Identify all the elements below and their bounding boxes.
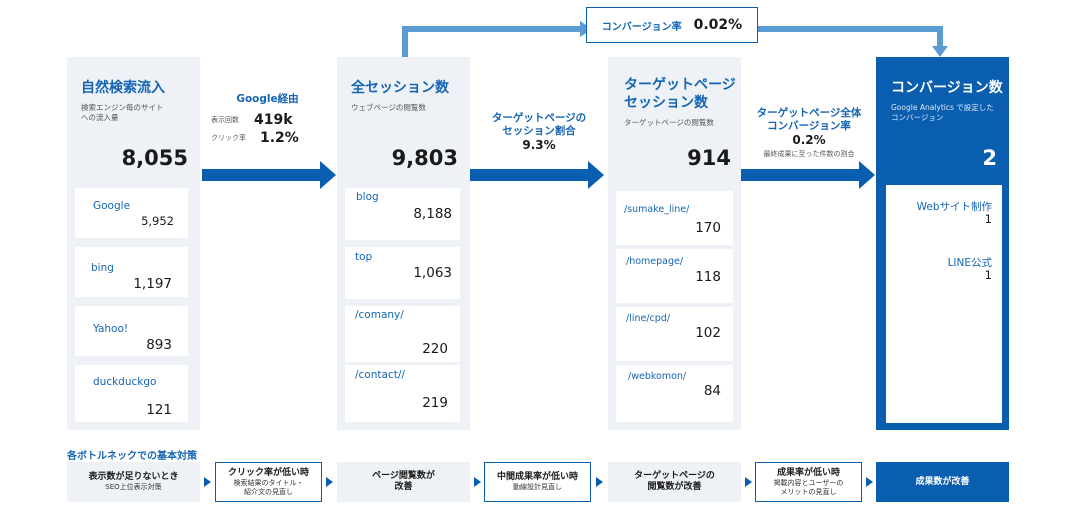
- organic-subtitle: 検索エンジン毎のサイト への流入量: [81, 103, 164, 122]
- card-label: Yahoo!: [93, 323, 129, 335]
- target-card-webkomon: /webkomon/ 84: [616, 365, 733, 422]
- card-label: Google: [93, 200, 131, 212]
- card-value: 5,952: [141, 214, 174, 228]
- sessions-card-top: top 1,063: [345, 247, 460, 299]
- card-value: 893: [146, 337, 172, 353]
- card-value: 102: [695, 325, 721, 341]
- bottleneck-step-3: ページ閲覧数が 改善: [337, 462, 470, 502]
- target-ratio-value: 9.3%: [522, 138, 556, 152]
- card-value: 8,188: [413, 206, 452, 222]
- target-cvr-value: 0.2%: [792, 133, 826, 147]
- card-label: /comany/: [355, 309, 404, 321]
- bottleneck-arrow: [204, 477, 211, 487]
- bottleneck-arrow: [866, 477, 873, 487]
- organic-card-yahoo: Yahoo! 893: [75, 306, 188, 356]
- bottleneck-step-5: ターゲットページの 閲覧数が改善: [608, 462, 741, 502]
- card-label: /homepage/: [626, 256, 684, 267]
- target-cvr-metric: ターゲットページ全体 コンバージョン率 0.2% 最終成果に至った件数の割合: [744, 107, 874, 159]
- bottleneck-arrow: [596, 477, 603, 487]
- impressions-value: 419k: [254, 112, 293, 128]
- card-label: /contact//: [355, 369, 405, 381]
- conversion-item-label: LINE公式: [947, 257, 992, 269]
- bottleneck-step-4: 中間成果率が低い時 動線設計見直し: [484, 462, 591, 502]
- bottleneck-arrow: [326, 477, 333, 487]
- sessions-subtitle: ウェブページの閲覧数: [351, 103, 426, 112]
- card-value: 1,197: [133, 276, 172, 292]
- sessions-card-comany: /comany/ 220: [345, 306, 460, 362]
- bottleneck-step-6: 成果率が低い時 掲載内容とユーザーの メリットの見直し: [755, 462, 862, 502]
- bottleneck-arrow: [745, 477, 752, 487]
- conversion-item-label: Webサイト制作: [916, 201, 992, 213]
- card-label: /line/cpd/: [626, 313, 671, 324]
- target-card-homepage: /homepage/ 118: [616, 249, 733, 303]
- sessions-card-blog: blog 8,188: [345, 188, 460, 240]
- conversions-total: 2: [982, 146, 997, 170]
- sessions-column: 全セッション数 ウェブページの閲覧数 9,803 blog 8,188 top …: [337, 57, 470, 430]
- card-label: /sumake_line/: [624, 204, 690, 215]
- target-column: ターゲットページ セッション数 ターゲットページの閲覧数 914 /sumake…: [608, 57, 741, 430]
- flow-arrow-1: [202, 161, 336, 189]
- organic-title: 自然検索流入: [81, 80, 165, 96]
- conversions-subtitle: Google Analytics で設定した コンバージョン: [891, 103, 994, 122]
- conversions-card: Webサイト制作 1 LINE公式 1: [886, 185, 1002, 423]
- bottleneck-step-2: クリック率が低い時 検索結果のタイトル・ 紹介文の見直し: [215, 462, 322, 502]
- flow-arrow-3: [741, 161, 875, 189]
- target-cvr-note: 最終成果に至った件数の割合: [763, 150, 855, 158]
- sessions-title: 全セッション数: [351, 80, 449, 96]
- card-label: top: [355, 251, 373, 263]
- google-metric-title: Google経由: [236, 93, 299, 105]
- card-value: 84: [703, 383, 721, 399]
- card-value: 118: [695, 269, 721, 285]
- overall-cvr-value: 0.02%: [693, 17, 743, 33]
- card-label: duckduckgo: [93, 376, 157, 388]
- flow-arrow-2: [470, 161, 604, 189]
- target-total: 914: [687, 146, 731, 170]
- target-ratio-metric: ターゲットページの セッション割合 9.3%: [474, 112, 604, 152]
- organic-card-duckduckgo: duckduckgo 121: [75, 365, 188, 422]
- card-label: /webkomon/: [628, 371, 687, 382]
- target-card-sumake-line: /sumake_line/ 170: [616, 191, 733, 245]
- ctr-label: クリック率: [211, 134, 246, 142]
- conversions-column: コンバージョン数 Google Analytics で設定した コンバージョン …: [876, 57, 1009, 430]
- card-value: 220: [422, 341, 448, 357]
- target-cvr-title: ターゲットページ全体 コンバージョン率: [756, 107, 862, 132]
- bottleneck-arrow: [474, 477, 481, 487]
- ctr-value: 1.2%: [260, 130, 299, 146]
- bottleneck-step-7: 成果数が改善: [876, 462, 1009, 502]
- conversions-title: コンバージョン数: [891, 80, 1003, 96]
- bottleneck-section-title: 各ボトルネックでの基本対策: [67, 451, 197, 462]
- bottleneck-step-1: 表示数が足りないとき SEO上位表示対策: [67, 462, 200, 502]
- card-value: 219: [422, 395, 448, 411]
- organic-total: 8,055: [121, 146, 188, 170]
- target-subtitle: ターゲットページの閲覧数: [624, 118, 714, 127]
- card-value: 170: [695, 220, 721, 236]
- organic-column: 自然検索流入 検索エンジン毎のサイト への流入量 8,055 Google 5,…: [67, 57, 200, 430]
- google-metric: Google経由 表示回数 419k クリック率 1.2%: [205, 93, 330, 146]
- target-ratio-title: ターゲットページの セッション割合: [491, 112, 587, 137]
- organic-card-bing: bing 1,197: [75, 247, 188, 297]
- impressions-label: 表示回数: [211, 116, 239, 124]
- overall-cvr-box: コンバージョン率 0.02%: [586, 7, 758, 43]
- target-card-line-cpd: /line/cpd/ 102: [616, 307, 733, 361]
- overall-cvr-label: コンバージョン率: [601, 21, 682, 33]
- sessions-total: 9,803: [391, 146, 458, 170]
- conversion-item-value: 1: [984, 268, 992, 282]
- card-value: 1,063: [413, 265, 452, 281]
- sessions-card-contact: /contact// 219: [345, 365, 460, 422]
- card-label: bing: [91, 262, 114, 274]
- card-value: 121: [146, 402, 172, 418]
- conversion-item-value: 1: [984, 212, 992, 226]
- target-title: ターゲットページ セッション数: [624, 77, 736, 111]
- organic-card-google: Google 5,952: [75, 188, 188, 238]
- card-label: blog: [356, 191, 379, 203]
